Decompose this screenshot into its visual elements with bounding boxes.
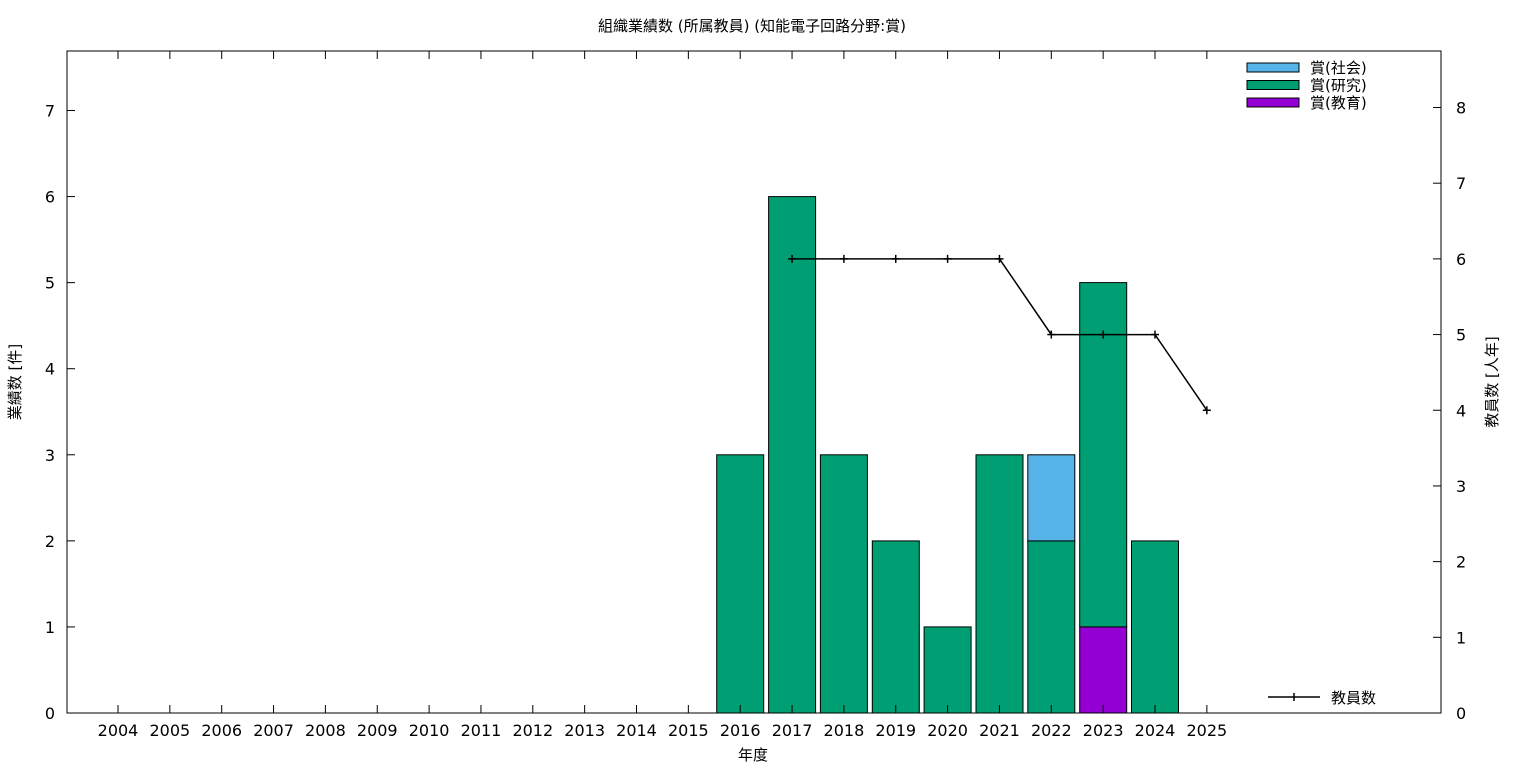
faculty-point [788,254,797,263]
y2-tick-label: 1 [1456,628,1466,647]
bar-2023 [1079,626,1128,714]
faculty-point [891,254,900,263]
legend-label: 賞(社会) [1310,59,1367,77]
legend-label: 賞(教育) [1310,94,1367,112]
faculty-point [839,254,848,263]
faculty-line [792,258,1208,411]
x-tick-label: 2024 [1135,721,1176,740]
legend-line-label: 教員数 [1331,689,1376,707]
x-tick-label: 2020 [927,721,968,740]
faculty-point [1202,406,1211,415]
x-tick-label: 2008 [305,721,346,740]
y-tick-label: 4 [45,360,55,379]
x-tick-label: 2004 [98,721,139,740]
x-tick-label: 2018 [824,721,865,740]
x-tick-label: 2006 [201,721,242,740]
axes-layer: 0 1 2 3 4 5 6 7 0 1 2 3 4 5 6 7 8 2004 2005 2006 2007 2008 200… [45,51,1466,740]
y-axis-title: 業績数 [件] [6,344,24,420]
y-tick-label: 0 [45,704,55,723]
x-tick-label: 2023 [1083,721,1124,740]
y2-axis-title: 教員数 [人年] [1483,336,1501,427]
bar-2018 [819,454,868,714]
x-tick-label: 2013 [564,721,605,740]
bar-2020 [923,626,972,714]
bar-2024 [1131,540,1179,714]
y2-tick-label: 2 [1456,553,1466,572]
y-tick-label: 1 [45,618,55,637]
legend-label: 賞(研究) [1310,77,1367,95]
faculty-point [943,254,952,263]
faculty-line-layer [788,254,1211,415]
bar-2023 [1079,282,1128,628]
bar-2016 [716,454,765,714]
y-tick-label: 7 [45,102,55,121]
y2-tick-label: 0 [1456,704,1466,723]
y2-tick-label: 7 [1456,174,1466,193]
y-tick-label: 5 [45,274,55,293]
x-tick-label: 2011 [461,721,502,740]
x-axis-title: 年度 [738,746,768,764]
y2-tick-label: 4 [1456,401,1466,420]
faculty-point [995,254,1004,263]
y2-tick-label: 3 [1456,477,1466,496]
legend: 賞(社会)賞(研究)賞(教育) 教員数 [1246,59,1376,707]
y-tick-label: 6 [45,188,55,207]
x-tick-label: 2009 [357,721,398,740]
bar-2022 [1027,454,1076,542]
bar-2017 [768,196,817,714]
x-tick-label: 2012 [512,721,553,740]
x-tick-label: 2017 [772,721,813,740]
bar-2022 [1027,540,1076,714]
x-tick-label: 2021 [979,721,1020,740]
legend-swatch [1246,80,1300,90]
legend-swatch [1246,97,1300,108]
y-tick-label: 3 [45,446,55,465]
x-tick-label: 2016 [720,721,761,740]
y2-tick-label: 6 [1456,250,1466,269]
faculty-point [1047,330,1056,339]
plot-frame [66,50,1442,714]
faculty-point [1151,330,1159,339]
y2-tick-label: 5 [1456,326,1466,345]
x-tick-label: 2022 [1031,721,1072,740]
legend-swatch [1246,62,1300,73]
x-tick-label: 2007 [253,721,294,740]
x-tick-label: 2014 [616,721,657,740]
x-tick-label: 2015 [668,721,709,740]
faculty-point [1099,330,1108,339]
bar-2021 [975,454,1024,714]
y2-tick-label: 8 [1456,99,1466,118]
x-tick-label: 2005 [149,721,190,740]
x-tick-label: 2025 [1186,721,1227,740]
y-tick-label: 2 [45,532,55,551]
x-tick-label: 2019 [875,721,916,740]
x-tick-label: 2010 [409,721,450,740]
bars-layer [716,196,1179,714]
chart-title: 組織業績数 (所属教員) (知能電子回路分野:賞) [598,17,906,35]
bar-2019 [871,540,920,714]
